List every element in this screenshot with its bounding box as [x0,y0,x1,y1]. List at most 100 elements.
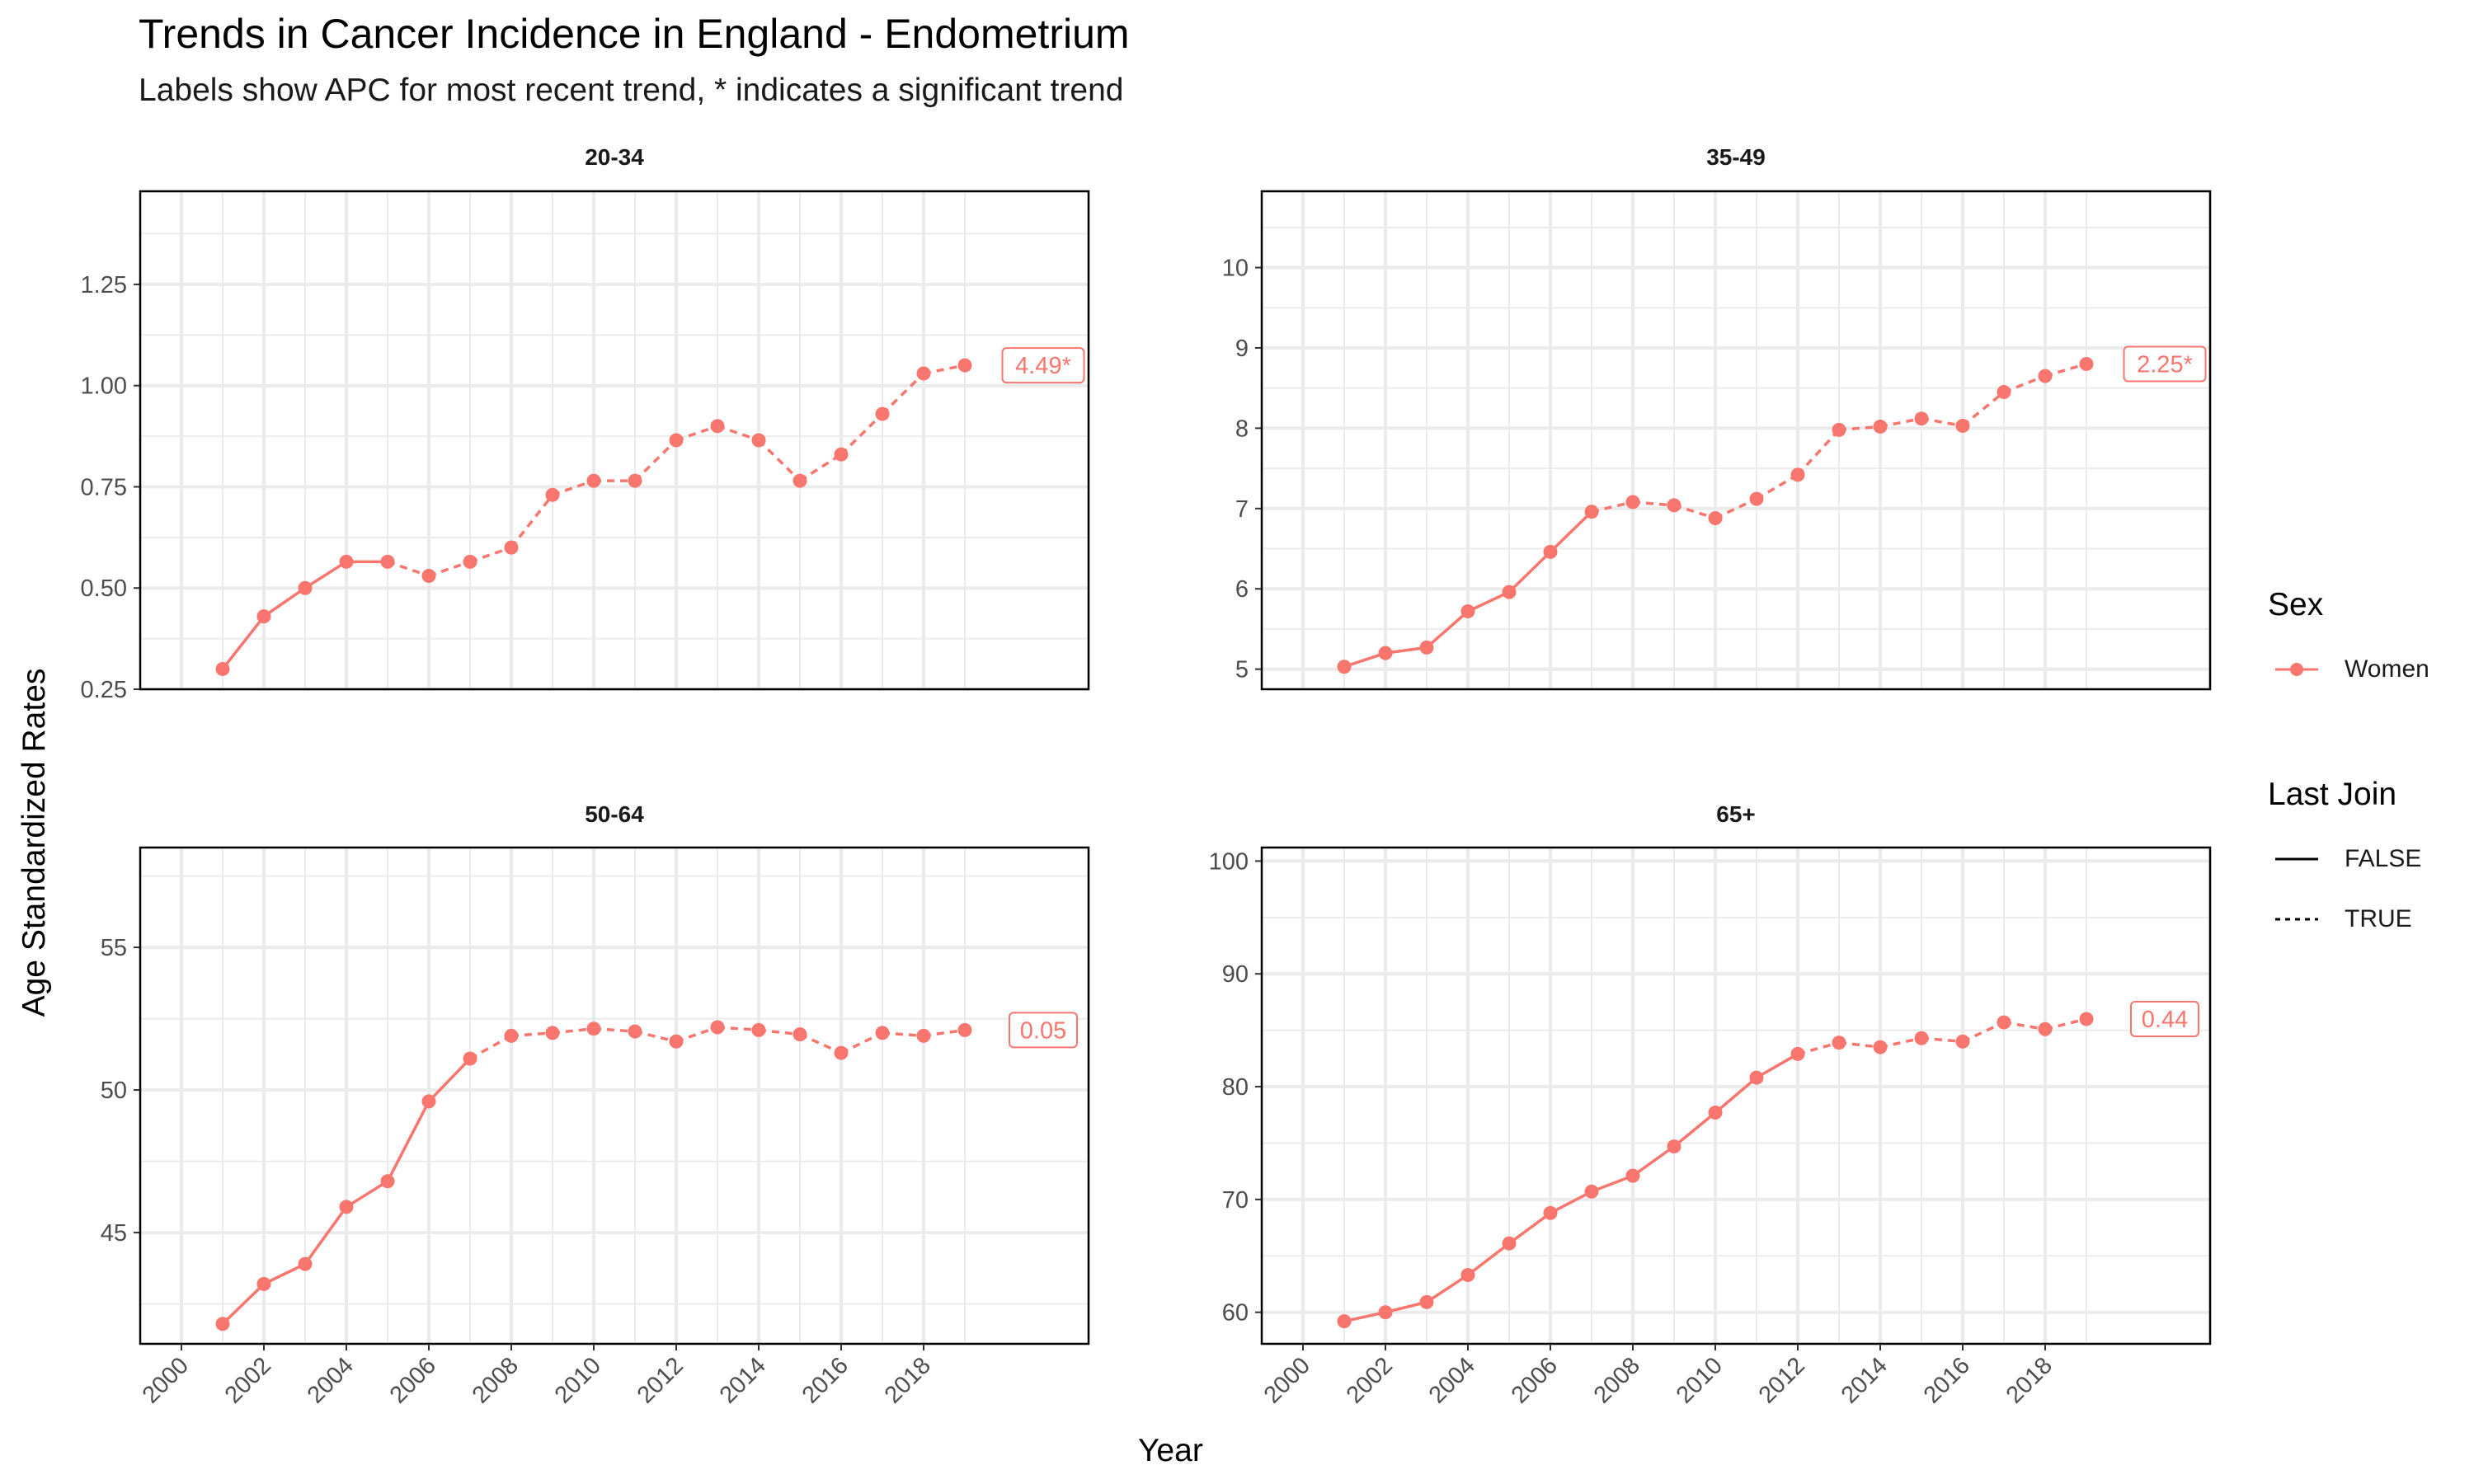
series-line-segment [346,1180,388,1209]
series-line-segment [799,453,842,482]
data-point [586,1021,601,1036]
data-point [298,580,313,595]
series-line-segment [510,494,554,549]
y-tick-label: 80 [1222,1074,1249,1101]
series-line-segment [1797,1041,1840,1056]
data-point [1502,585,1517,599]
x-tick-label: 2010 [550,1352,606,1408]
data-point [2079,356,2094,371]
data-point [1749,491,1764,506]
series-line-segment [386,1101,430,1182]
series-line-segment [2044,362,2087,378]
data-point [628,473,642,488]
data-point [215,661,230,676]
series-line-segment [263,586,306,618]
y-tick-label: 8 [1235,416,1249,442]
data-point [751,433,766,448]
series-line-segment [2044,1017,2087,1031]
y-tick-label: 1.00 [81,373,127,400]
legend-true-label: TRUE [2345,905,2412,932]
data-point [1832,422,1846,437]
data-point [504,540,519,555]
data-point [1749,1070,1764,1085]
data-point [669,433,684,448]
series-line-segment [675,425,718,442]
data-point [1378,1305,1393,1320]
x-tick-label: 2018 [2001,1352,2058,1408]
x-tick-label: 2014 [1837,1352,1893,1408]
data-point [1667,498,1681,513]
data-point [793,473,807,488]
apc-label: 2.25* [2137,351,2193,378]
data-point [1790,467,1805,482]
data-point [1873,1040,1888,1054]
series-line-segment [1879,1036,1922,1049]
data-point [463,554,477,569]
series-line-segment [1756,473,1799,500]
apc-label-box [2123,345,2207,383]
x-tick-label: 2016 [797,1352,854,1408]
chart-title: Trends in Cancer Incidence in England - … [139,11,1130,57]
y-tick-label: 90 [1222,961,1249,988]
y-tick-label: 0.75 [81,474,127,500]
apc-label-box [2130,1000,2199,1037]
series-line-segment [633,439,678,482]
chart-subtitle: Labels show APC for most recent trend, *… [139,73,1124,108]
data-point [545,1026,560,1040]
data-point [710,1020,725,1035]
data-point [916,1028,931,1043]
y-tick-label: 60 [1222,1300,1249,1327]
y-tick-label: 6 [1235,576,1249,603]
series-line-segment [469,1034,512,1060]
data-point [1708,510,1723,525]
data-point [793,1027,807,1042]
y-tick-label: 45 [101,1220,127,1247]
data-point [1584,1184,1599,1199]
data-point [1790,1046,1805,1061]
panel-border [139,190,1090,691]
series-line-segment [1673,504,1716,520]
data-point [380,554,395,569]
series-line-segment [1507,1211,1552,1245]
data-point [298,1256,313,1271]
legend-women-label: Women [2345,655,2429,683]
x-tick-label: 2008 [468,1352,524,1408]
apc-label: 0.05 [1020,1017,1066,1044]
series-line-segment [428,560,471,578]
legend-false-key [2275,857,2318,861]
data-point [1502,1236,1517,1251]
y-tick-label: 55 [101,935,127,961]
data-point [1543,544,1558,559]
data-point [1708,1106,1723,1120]
series-line-segment [1466,1242,1511,1276]
y-tick-label: 9 [1235,336,1249,362]
series-line-segment [263,1262,306,1285]
data-point [834,447,849,462]
data-point [421,1094,436,1109]
data-point [875,406,890,421]
x-tick-label: 2000 [1259,1352,1315,1408]
series-line-segment [304,560,347,589]
data-point [1584,505,1599,519]
x-tick-label: 2004 [1424,1352,1480,1408]
series-line-segment [717,425,760,442]
legend-true-key [2275,918,2318,921]
x-tick-label: 2012 [1754,1352,1810,1408]
series-line-segment [1591,500,1634,514]
data-point [1337,1314,1352,1329]
x-tick-label: 2000 [138,1352,194,1408]
x-tick-label: 2006 [1507,1352,1563,1408]
series-line-segment [1672,1111,1717,1148]
y-tick-label: 0.25 [81,677,127,703]
apc-label-box [1009,1012,1078,1049]
data-point [586,473,601,488]
series-line-segment [675,1026,718,1043]
series-line-segment [1507,551,1552,594]
data-point [463,1051,477,1066]
series-line-segment [1343,651,1386,669]
facet-strip-label: 65+ [1716,801,1756,827]
y-tick-label: 7 [1235,496,1249,523]
data-point [1419,640,1434,655]
data-point [751,1022,766,1037]
